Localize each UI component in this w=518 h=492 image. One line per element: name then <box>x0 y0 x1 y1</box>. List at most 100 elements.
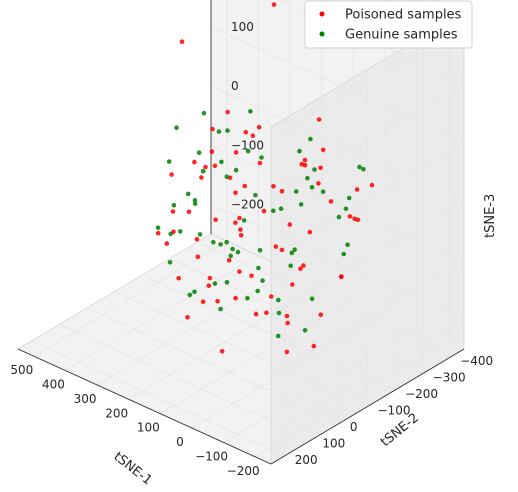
poisoned-sample-point <box>249 273 254 279</box>
poisoned-sample-point <box>212 163 218 169</box>
poisoned-sample-point <box>264 310 269 316</box>
poisoned-sample-point <box>261 208 267 214</box>
poisoned-sample-point <box>279 188 285 194</box>
x-tick-label: 500 <box>10 363 33 377</box>
genuine-sample-point <box>276 297 281 303</box>
poisoned-sample-point <box>206 283 212 289</box>
poisoned-sample-point <box>328 199 334 204</box>
poisoned-sample-point <box>284 313 290 319</box>
poisoned-sample-point <box>318 165 323 171</box>
poisoned-sample-point <box>311 343 317 349</box>
x-tick-label: 300 <box>74 392 97 406</box>
axes-tick-labels: 5004003002001000−100−200−400−300−200−100… <box>10 20 493 478</box>
x-tick-label: −100 <box>195 449 228 463</box>
y-tick-label: 0 <box>350 420 358 434</box>
z-gridline-right <box>270 141 465 258</box>
poisoned-sample-point <box>233 220 238 225</box>
poisoned-sample-point <box>170 209 176 214</box>
poisoned-sample-point <box>200 299 206 305</box>
z-gridline-left <box>210 26 465 143</box>
poisoned-sample-point <box>339 274 344 280</box>
x-axis-line <box>17 348 272 465</box>
genuine-sample-point <box>192 201 198 207</box>
genuine-sample-point <box>343 206 349 212</box>
poisoned-sample-point <box>316 181 321 186</box>
genuine-sample-point <box>245 295 250 301</box>
poisoned-sample-point <box>225 109 230 115</box>
genuine-sample-point <box>245 148 251 154</box>
y-gridline-floor <box>86 307 341 424</box>
poisoned-sample-point <box>233 295 238 301</box>
poisoned-sample-point <box>238 227 243 232</box>
genuine-sample-point <box>305 175 310 181</box>
z-gridline-right <box>270 82 465 199</box>
poisoned-sample-point <box>253 311 259 317</box>
genuine-sample-point <box>257 248 263 253</box>
z-gridline-left <box>210 85 465 202</box>
genuine-sample-point <box>276 310 282 316</box>
genuine-sample-point <box>309 185 315 190</box>
genuine-sample-point <box>278 206 284 211</box>
legend-label-genuine: Genuine samples <box>345 28 458 43</box>
genuine-sample-point <box>248 109 253 114</box>
poisoned-sample-point <box>209 149 215 154</box>
poisoned-sample-point <box>238 233 244 238</box>
poisoned-sample-point <box>352 216 357 222</box>
genuine-sample-point <box>233 167 239 173</box>
genuine-sample-point <box>212 281 218 286</box>
poisoned-sample-point <box>219 349 225 354</box>
x-tick-label: 400 <box>42 378 65 392</box>
genuine-sample-point <box>224 280 230 285</box>
z-tick-label: −200 <box>231 197 264 211</box>
genuine-sample-point <box>292 247 298 252</box>
genuine-sample-point <box>275 333 281 339</box>
poisoned-sample-point <box>316 117 322 122</box>
genuine-sample-point <box>259 155 264 160</box>
genuine-sample-point <box>235 249 241 255</box>
poisoned-sample-point <box>257 160 263 166</box>
poisoned-sample-point <box>307 229 313 235</box>
poisoned-sample-point <box>194 237 200 242</box>
genuine-sample-point <box>187 292 193 298</box>
poisoned-sample-point <box>233 190 238 195</box>
y-gridline-floor <box>114 291 368 407</box>
y-gridline-floor <box>197 241 451 358</box>
y-tick-label: 200 <box>295 453 318 467</box>
y-tick-label: −300 <box>433 371 466 385</box>
genuine-sample-point <box>166 159 172 164</box>
genuine-sample-point <box>155 225 161 230</box>
poisoned-sample-point <box>287 222 293 227</box>
poisoned-sample-point <box>195 254 201 260</box>
genuine-sample-point <box>298 202 304 207</box>
poisoned-sample-point <box>242 183 248 189</box>
poisoned-sample-point <box>155 230 161 236</box>
y-gridline-floor <box>31 340 285 457</box>
genuine-sample-point <box>308 136 313 142</box>
poisoned-sample-point <box>215 298 220 304</box>
poisoned-sample-point <box>279 247 285 253</box>
z-gridline-right <box>270 319 465 435</box>
legend-box <box>304 0 473 49</box>
poisoned-sample-point <box>284 349 290 355</box>
z-gridline-right <box>270 200 465 317</box>
poisoned-sample-point <box>237 269 242 274</box>
y-tick-label: −100 <box>378 404 411 418</box>
poisoned-sample-point <box>185 315 190 320</box>
poisoned-sample-point <box>369 182 375 188</box>
genuine-sample-point <box>256 265 261 271</box>
z-gridline-left <box>210 144 465 261</box>
genuine-sample-point <box>174 125 179 130</box>
poisoned-sample-point <box>268 294 274 299</box>
y-gridline-floor <box>141 274 396 391</box>
genuine-sample-point <box>167 260 173 265</box>
poisoned-sample-point <box>302 157 308 163</box>
poisoned-sample-point <box>207 275 213 281</box>
genuine-sample-point <box>228 253 233 259</box>
legend-marker-poisoned <box>319 11 325 17</box>
genuine-sample-point <box>192 198 198 203</box>
poisoned-sample-point <box>199 175 204 180</box>
genuine-sample-point <box>218 306 223 312</box>
poisoned-sample-point <box>271 184 276 189</box>
poisoned-sample-point <box>233 150 239 155</box>
y-gridline-floor <box>59 323 313 440</box>
